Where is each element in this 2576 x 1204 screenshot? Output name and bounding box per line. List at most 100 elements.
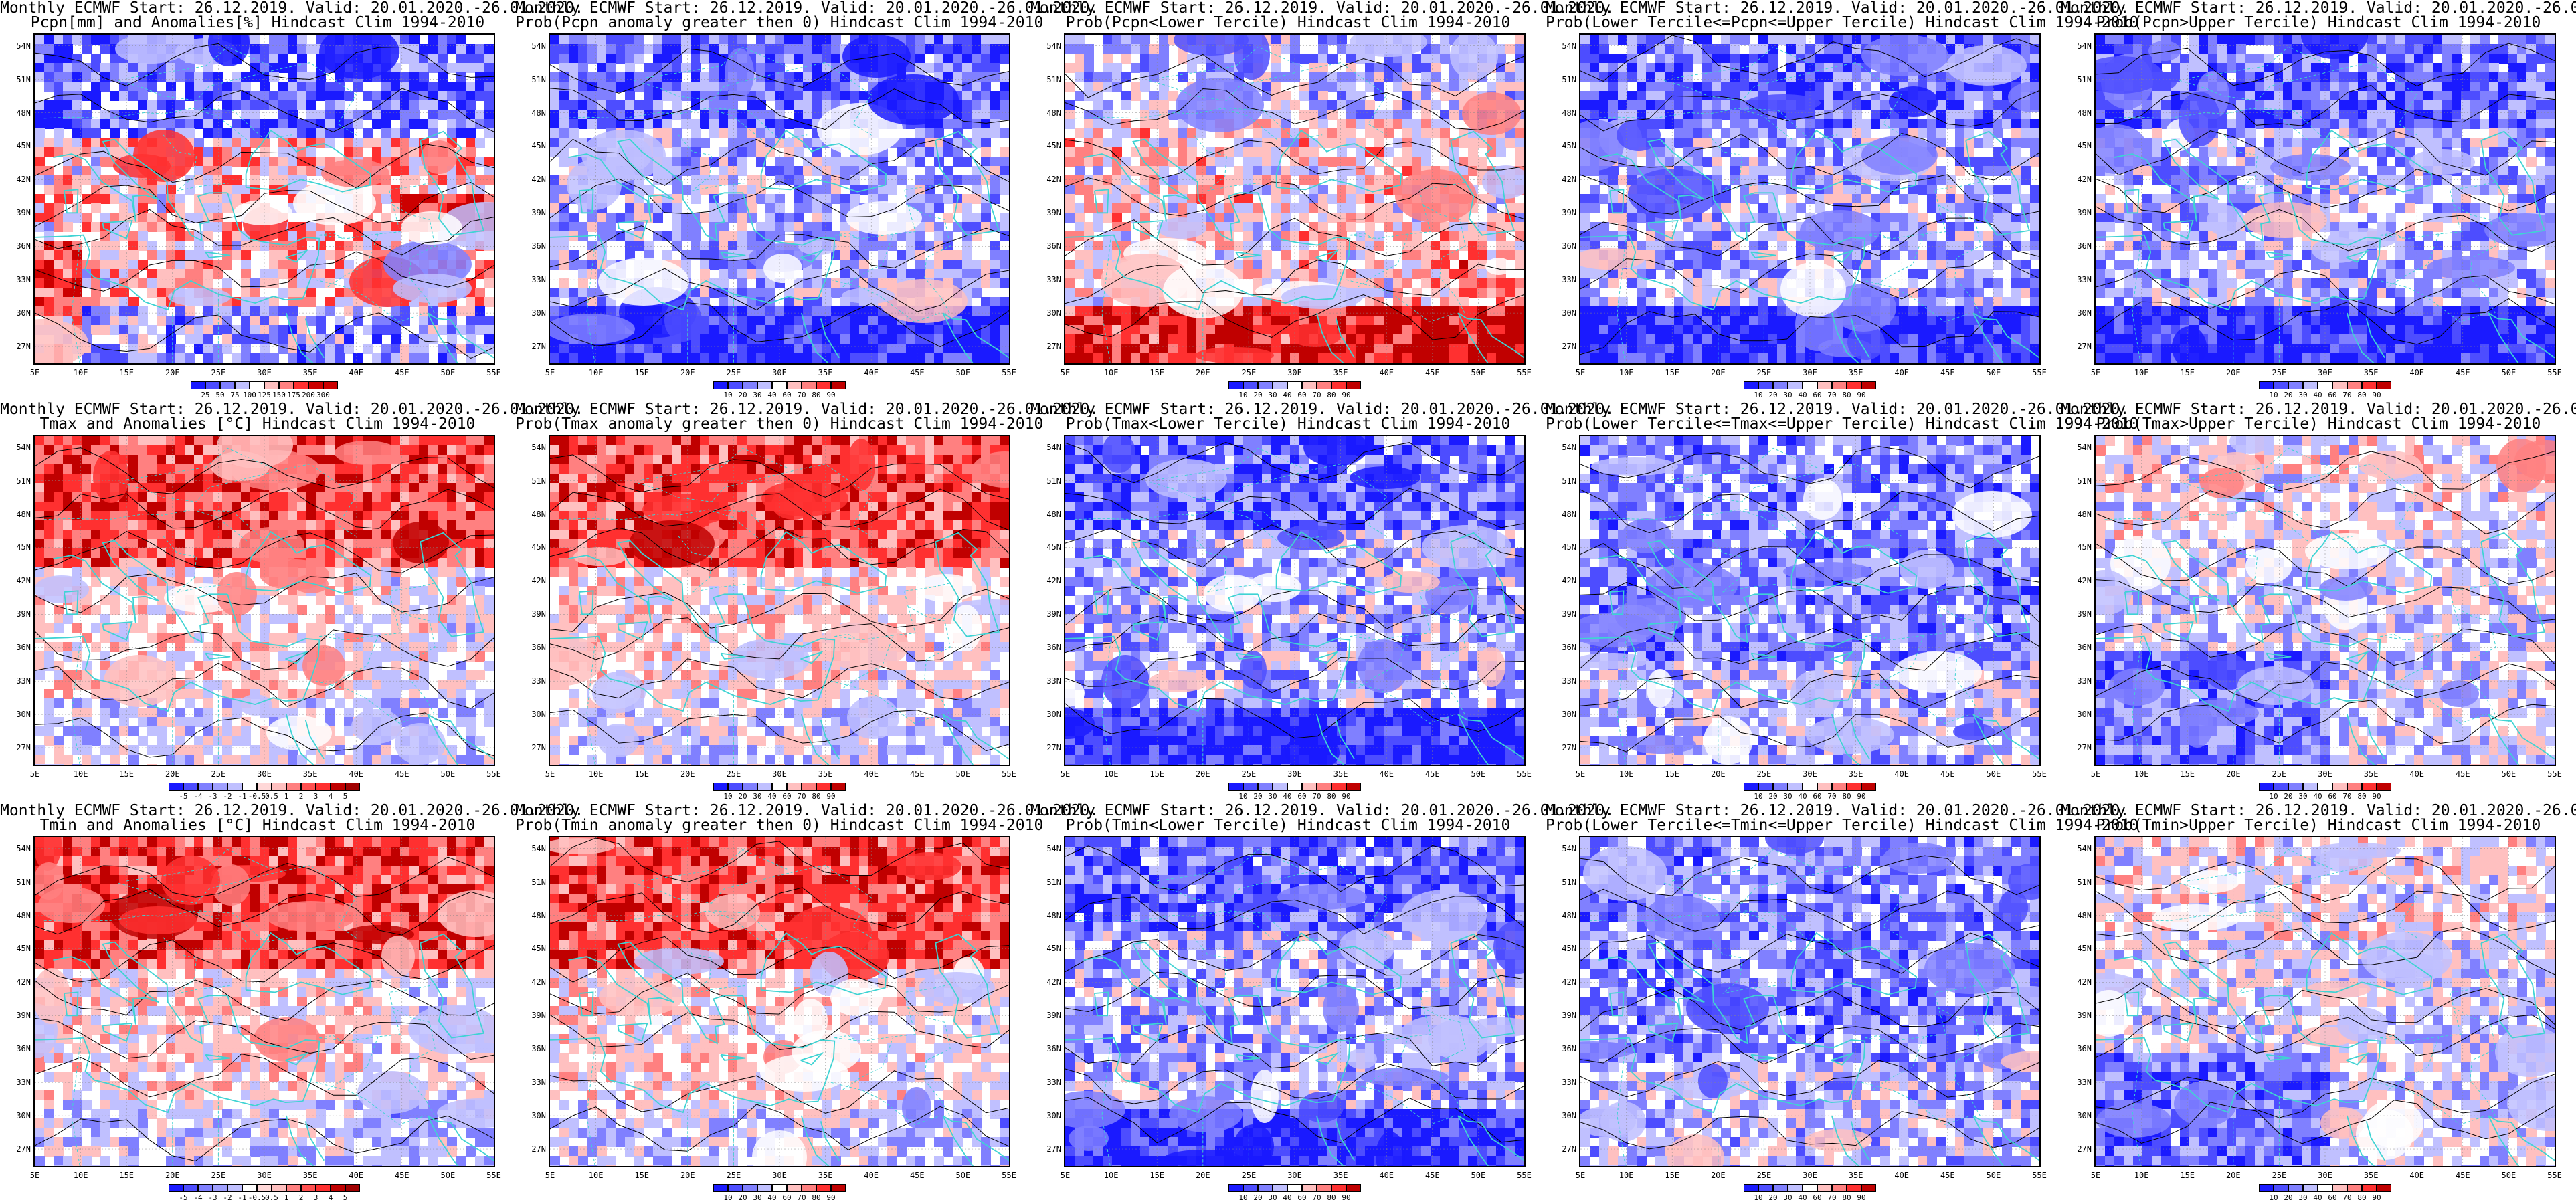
colorbar-label: 100 bbox=[240, 391, 260, 399]
colorbar-label: 10 bbox=[2264, 1193, 2284, 1202]
lon-label: 55E bbox=[996, 1171, 1022, 1180]
colorbar-label: 30 bbox=[2293, 1193, 2313, 1202]
lat-label: 39N bbox=[1546, 610, 1576, 618]
lat-label: 48N bbox=[2061, 510, 2092, 518]
lon-label: 10E bbox=[1613, 368, 1640, 377]
colorbar-swatch bbox=[757, 783, 772, 791]
forecast-map bbox=[1579, 836, 2041, 1167]
colorbar-swatch bbox=[169, 783, 183, 791]
colorbar-label: 60 bbox=[1292, 391, 1312, 399]
lon-label: 25E bbox=[1750, 1171, 1777, 1180]
lat-label: 48N bbox=[1030, 109, 1061, 117]
colorbar-swatch bbox=[772, 1184, 787, 1192]
colorbar-label: -1 bbox=[232, 1193, 252, 1202]
lon-label: 15E bbox=[1143, 769, 1170, 779]
lat-label: 30N bbox=[2061, 1112, 2092, 1120]
lon-label: 30E bbox=[1797, 769, 1823, 779]
colorbar-label: 80 bbox=[1837, 391, 1857, 399]
lon-label: 50E bbox=[2495, 1171, 2522, 1180]
lon-label: 50E bbox=[949, 769, 976, 779]
panel-subtitle: Prob(Lower Tercile<=Pcpn<=Upper Tercile)… bbox=[1546, 15, 2138, 31]
lat-label: 42N bbox=[2061, 577, 2092, 585]
panel-subtitle: Prob(Pcpn<Lower Tercile) Hindcast Clim 1… bbox=[1030, 15, 1546, 31]
lon-label: 20E bbox=[2220, 1171, 2247, 1180]
lon-label: 30E bbox=[2312, 769, 2338, 779]
lon-label: 45E bbox=[1934, 769, 1961, 779]
colorbar-swatch bbox=[1302, 1184, 1317, 1192]
lat-label: 27N bbox=[2061, 1145, 2092, 1153]
colorbar-swatch bbox=[1861, 1184, 1876, 1192]
lat-label: 51N bbox=[2061, 878, 2092, 886]
colorbar-label: -2 bbox=[217, 1193, 238, 1202]
colorbar-swatch bbox=[728, 381, 743, 389]
map-field bbox=[35, 436, 494, 765]
colorbar-swatch bbox=[743, 783, 757, 791]
colorbar-swatch bbox=[772, 381, 787, 389]
colorbar-label: 20 bbox=[1763, 1193, 1783, 1202]
colorbar-swatch bbox=[213, 1184, 227, 1192]
lon-label: 10E bbox=[68, 769, 94, 779]
lat-label: 54N bbox=[1030, 443, 1061, 452]
panel-subtitle: Prob(Lower Tercile<=Tmax<=Upper Tercile)… bbox=[1546, 416, 2138, 432]
lat-label: 30N bbox=[0, 309, 31, 317]
colorbar-swatch bbox=[257, 1184, 272, 1192]
colorbar-label: 10 bbox=[1233, 1193, 1253, 1202]
lat-label: 54N bbox=[0, 443, 31, 452]
lat-label: 36N bbox=[0, 1045, 31, 1053]
map-panel-tmax-upper: Monthly ECMWF Start: 26.12.2019. Valid: … bbox=[2061, 401, 2576, 803]
colorbar-swatch bbox=[294, 381, 308, 389]
lat-label: 42N bbox=[515, 577, 546, 585]
lon-label: 35E bbox=[2358, 368, 2385, 377]
lon-label: 55E bbox=[2541, 1171, 2568, 1180]
lon-label: 15E bbox=[628, 1171, 655, 1180]
lat-label: 27N bbox=[515, 744, 546, 752]
colorbar-label: 30 bbox=[747, 391, 767, 399]
lat-label: 30N bbox=[1030, 1112, 1061, 1120]
lat-label: 51N bbox=[1546, 76, 1576, 84]
lat-label: 51N bbox=[1030, 878, 1061, 886]
panel-title: Monthly ECMWF Start: 26.12.2019. Valid: … bbox=[0, 0, 583, 16]
lat-label: 27N bbox=[0, 342, 31, 350]
colorbar-label: 125 bbox=[254, 391, 274, 399]
lat-label: 39N bbox=[515, 1011, 546, 1019]
lat-label: 30N bbox=[0, 1112, 31, 1120]
lon-label: 35E bbox=[2358, 769, 2385, 779]
lat-label: 27N bbox=[2061, 342, 2092, 350]
colorbar-swatch bbox=[2274, 1184, 2288, 1192]
lon-label: 45E bbox=[389, 1171, 416, 1180]
lat-label: 27N bbox=[1546, 744, 1576, 752]
colorbar-swatch bbox=[2259, 783, 2274, 791]
panel-subtitle: Tmax and Anomalies [°C] Hindcast Clim 19… bbox=[0, 416, 515, 432]
colorbar-swatch bbox=[1773, 1184, 1788, 1192]
lon-label: 10E bbox=[68, 1171, 94, 1180]
colorbar bbox=[1744, 1184, 1876, 1192]
lon-label: 25E bbox=[205, 1171, 232, 1180]
colorbar-label: 60 bbox=[2322, 1193, 2342, 1202]
lat-label: 27N bbox=[515, 342, 546, 350]
lon-label: 10E bbox=[1098, 1171, 1125, 1180]
colorbar-swatch bbox=[787, 1184, 802, 1192]
colorbar-label: 80 bbox=[1837, 1193, 1857, 1202]
lon-label: 35E bbox=[812, 368, 839, 377]
lon-label: 35E bbox=[1843, 1171, 1869, 1180]
lat-label: 39N bbox=[0, 610, 31, 618]
colorbar-label: 30 bbox=[747, 792, 767, 801]
colorbar bbox=[169, 783, 360, 791]
colorbar-label: 150 bbox=[269, 391, 289, 399]
panel-title: Monthly ECMWF Start: 26.12.2019. Valid: … bbox=[2061, 401, 2576, 417]
colorbar-label: 10 bbox=[1748, 391, 1768, 399]
lon-label: 50E bbox=[434, 769, 461, 779]
colorbar-label: 90 bbox=[2367, 1193, 2387, 1202]
colorbar-swatch bbox=[308, 381, 323, 389]
colorbar-swatch bbox=[2377, 381, 2391, 389]
lat-label: 27N bbox=[1030, 342, 1061, 350]
lon-label: 5E bbox=[2082, 368, 2109, 377]
lon-label: 35E bbox=[297, 1171, 324, 1180]
lon-label: 45E bbox=[2450, 368, 2476, 377]
map-field bbox=[2096, 837, 2555, 1166]
lat-label: 33N bbox=[2061, 1078, 2092, 1086]
lat-label: 42N bbox=[1546, 175, 1576, 183]
lon-label: 30E bbox=[766, 368, 793, 377]
lon-label: 45E bbox=[1419, 368, 1446, 377]
colorbar-label: 90 bbox=[2367, 792, 2387, 801]
